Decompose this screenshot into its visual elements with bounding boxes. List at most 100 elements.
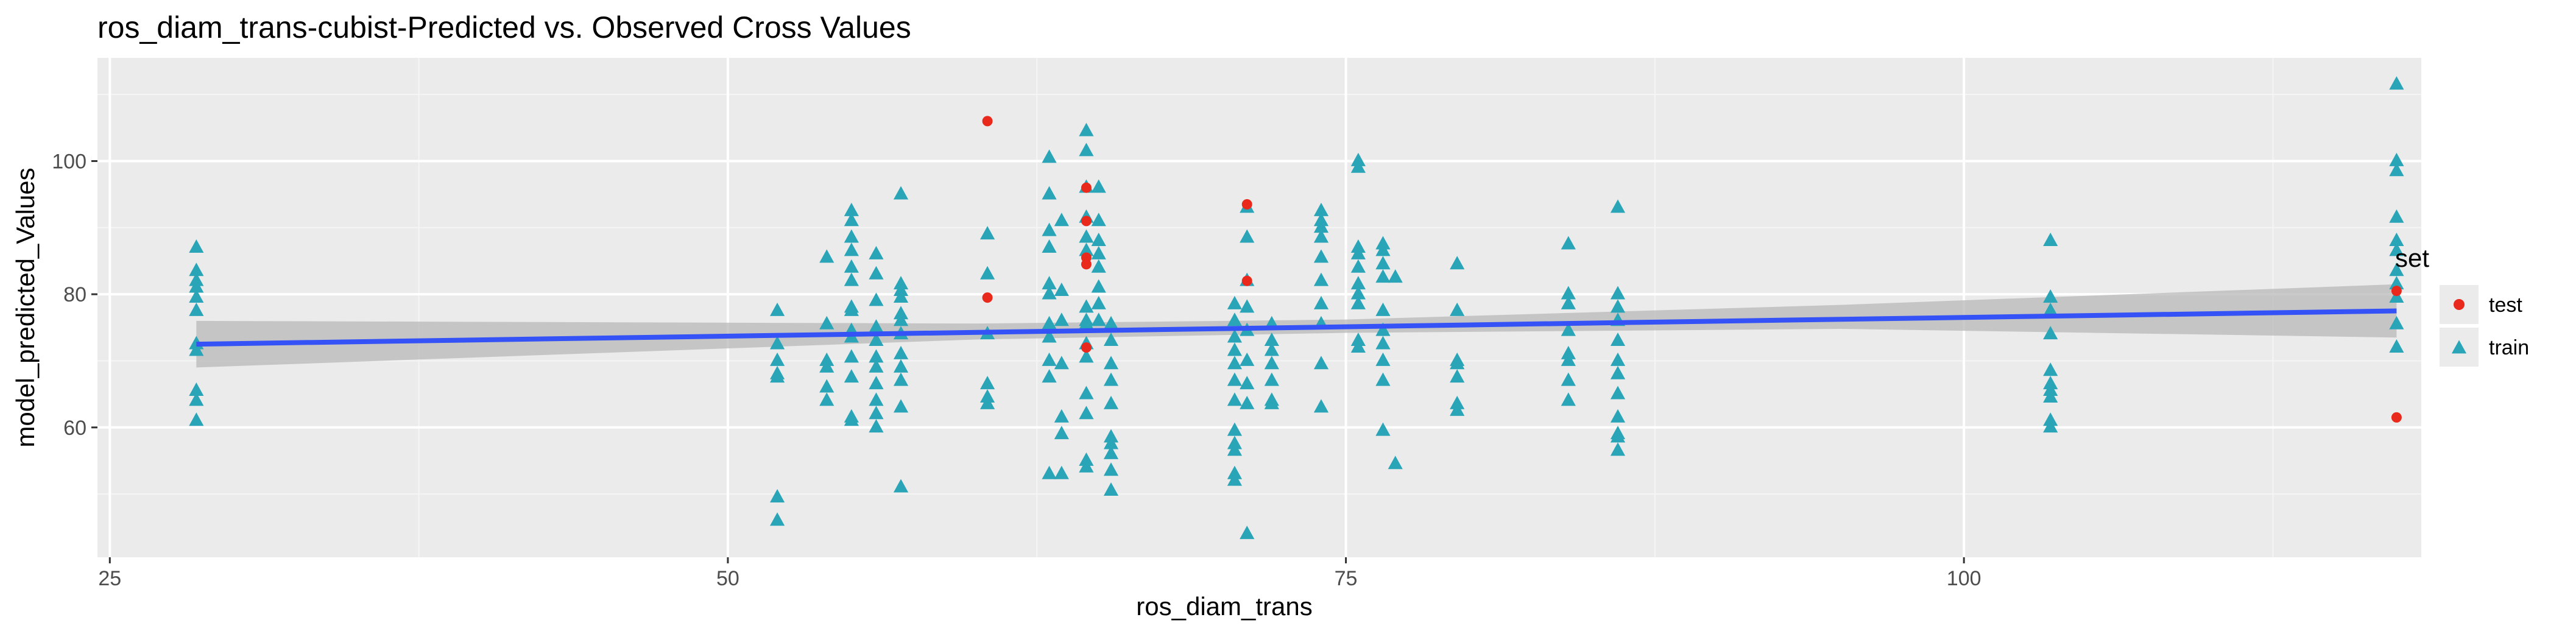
train-point — [1240, 299, 1255, 313]
train-point — [1091, 279, 1106, 293]
train-point — [2389, 276, 2404, 290]
train-point — [1227, 342, 1243, 356]
train-point — [844, 259, 859, 273]
train-point — [1375, 336, 1391, 350]
train-point — [893, 399, 909, 413]
train-point — [1091, 233, 1106, 247]
train-point — [1375, 422, 1391, 436]
train-point — [1240, 352, 1255, 366]
train-point — [1450, 302, 1465, 316]
train-points — [189, 76, 2404, 540]
train-point — [1350, 259, 1366, 273]
train-point — [1227, 312, 1243, 326]
test-point — [1081, 259, 1092, 270]
train-point — [893, 359, 909, 373]
train-point — [189, 412, 204, 426]
train-point — [979, 266, 995, 280]
train-point — [1313, 202, 1329, 216]
train-point — [1079, 406, 1094, 420]
train-point — [1561, 352, 1576, 366]
train-point — [893, 312, 909, 326]
train-point — [1350, 276, 1366, 290]
train-point — [1227, 422, 1243, 436]
train-point — [1350, 159, 1366, 173]
train-point — [1610, 386, 1626, 400]
train-point — [1079, 122, 1094, 136]
train-point — [2389, 339, 2404, 353]
train-point — [844, 412, 859, 426]
x-tick-label: 50 — [716, 567, 739, 590]
train-point — [819, 315, 835, 329]
train-point — [2043, 302, 2058, 316]
train-point — [1042, 369, 1057, 383]
train-point — [1313, 272, 1329, 286]
train-point — [1610, 365, 1626, 379]
train-point — [1313, 219, 1329, 233]
train-point — [189, 279, 204, 293]
train-point — [1054, 356, 1069, 370]
train-point — [1610, 352, 1626, 366]
train-point — [1610, 286, 1626, 300]
test-point — [1241, 275, 1252, 286]
train-point — [2043, 389, 2058, 403]
train-point — [1103, 372, 1119, 386]
legend-label-test: test — [2489, 294, 2522, 317]
train-point — [189, 392, 204, 406]
train-point — [893, 345, 909, 359]
train-point — [1450, 402, 1465, 416]
train-point — [1561, 372, 1576, 386]
train-point — [869, 266, 884, 280]
train-point — [2043, 326, 2058, 340]
x-tick-label: 75 — [1335, 567, 1358, 590]
train-point — [1610, 199, 1626, 213]
major-gridlines — [97, 58, 2421, 557]
train-point — [1388, 269, 1403, 283]
legend: set test train — [2395, 244, 2529, 367]
train-point — [1610, 333, 1626, 347]
train-point — [769, 336, 785, 350]
test-point — [1081, 182, 1092, 193]
train-point — [1042, 276, 1057, 290]
train-point — [1103, 435, 1119, 449]
train-point — [1054, 465, 1069, 479]
train-point — [1264, 395, 1279, 409]
train-point — [869, 319, 884, 333]
train-point — [869, 419, 884, 433]
train-point — [769, 488, 785, 502]
train-point — [1264, 342, 1279, 356]
train-point — [869, 392, 884, 406]
train-point — [2389, 315, 2404, 329]
y-tick-label: 80 — [63, 283, 86, 306]
train-point — [2389, 152, 2404, 166]
train-point — [1375, 352, 1391, 366]
train-point — [1240, 376, 1255, 390]
train-point — [819, 392, 835, 406]
train-point — [1042, 222, 1057, 236]
train-point — [1042, 352, 1057, 366]
fit-line — [196, 308, 2397, 347]
train-point — [2389, 209, 2404, 223]
train-point — [893, 479, 909, 493]
train-point — [189, 382, 204, 396]
train-point — [1240, 395, 1255, 409]
test-point — [982, 116, 993, 127]
train-point — [1079, 315, 1094, 329]
train-point — [1610, 442, 1626, 456]
train-point — [1313, 295, 1329, 309]
train-point — [1091, 245, 1106, 259]
legend-label-train: train — [2489, 336, 2529, 359]
train-point — [1079, 386, 1094, 400]
train-point — [979, 376, 995, 390]
train-point — [1103, 445, 1119, 459]
train-point — [869, 292, 884, 306]
train-point — [1054, 213, 1069, 227]
train-point — [844, 202, 859, 216]
train-point — [869, 359, 884, 373]
train-point — [2389, 163, 2404, 177]
train-point — [1561, 286, 1576, 300]
legend-train-marker — [2451, 340, 2467, 354]
train-point — [1561, 295, 1576, 309]
y-tick-label: 100 — [52, 150, 86, 173]
train-point — [189, 342, 204, 356]
y-tick-label: 60 — [63, 417, 86, 440]
